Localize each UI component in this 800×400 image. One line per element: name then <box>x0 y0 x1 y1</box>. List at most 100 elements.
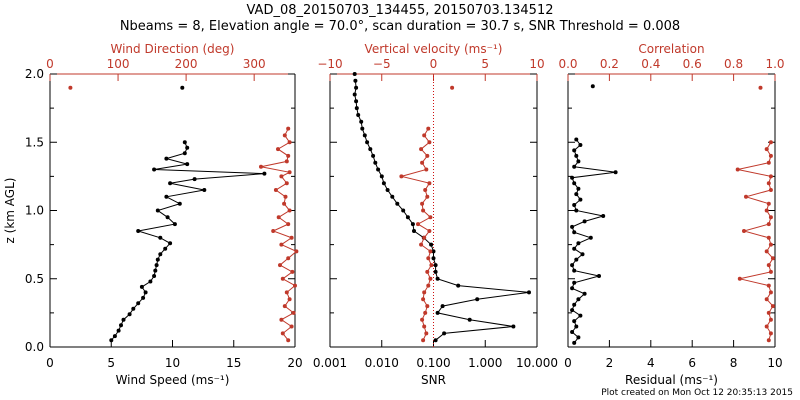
data-point <box>420 317 425 322</box>
data-point <box>368 147 373 152</box>
data-point <box>153 268 158 273</box>
data-point <box>766 283 771 288</box>
data-point <box>116 328 121 333</box>
data-point <box>768 331 773 336</box>
y-tick-label: 0.0 <box>25 340 44 354</box>
data-point <box>185 162 190 167</box>
data-point <box>768 317 773 322</box>
data-point <box>354 85 359 90</box>
data-point <box>572 230 577 235</box>
data-point <box>766 222 771 227</box>
data-point <box>131 306 136 311</box>
series-line-correlation <box>737 142 774 341</box>
data-point <box>422 290 427 295</box>
data-point <box>395 201 400 206</box>
data-point <box>427 181 432 186</box>
x-tick-label: 0.001 <box>313 356 347 370</box>
data-point <box>578 313 583 318</box>
data-point <box>475 297 480 302</box>
top-tick-label: 0 <box>46 57 54 71</box>
data-point <box>737 276 742 281</box>
series-line-wind-direction <box>260 128 298 341</box>
data-point <box>192 177 197 182</box>
data-point <box>422 133 427 138</box>
data-point <box>399 174 404 179</box>
data-point <box>423 188 428 192</box>
top-tick-label: 5 <box>481 57 489 71</box>
x-axis-label: SNR <box>421 373 446 387</box>
data-point <box>401 208 406 213</box>
data-point <box>527 290 531 295</box>
data-point <box>764 249 769 254</box>
data-point <box>768 140 773 145</box>
series-line-residual <box>571 139 616 344</box>
data-point <box>574 137 579 142</box>
data-point <box>283 194 288 199</box>
data-point <box>185 145 190 150</box>
data-point <box>365 140 370 145</box>
data-point <box>570 330 575 334</box>
x-tick-label: 1.000 <box>468 356 502 370</box>
data-point <box>424 331 429 336</box>
data-point <box>421 208 426 213</box>
data-point <box>352 72 357 76</box>
top-tick-label: 0.4 <box>641 57 660 71</box>
data-point <box>431 249 436 254</box>
data-point <box>422 235 427 240</box>
data-point <box>165 215 170 220</box>
data-point <box>424 167 429 172</box>
data-point <box>148 279 153 284</box>
data-point <box>770 304 775 309</box>
top-tick-label: 0.8 <box>724 57 743 71</box>
data-point <box>764 324 769 329</box>
data-point <box>152 274 157 278</box>
data-point <box>764 208 769 213</box>
data-point <box>574 192 579 197</box>
data-point <box>136 301 141 306</box>
data-point <box>442 331 447 336</box>
data-point <box>433 263 438 268</box>
data-point <box>582 291 587 296</box>
data-point <box>768 153 773 158</box>
data-point <box>766 235 771 240</box>
data-point <box>182 140 187 145</box>
data-point <box>121 317 126 322</box>
x-axis-label: Wind Speed (ms⁻¹) <box>116 373 230 387</box>
data-point <box>421 297 426 302</box>
data-point <box>286 153 291 158</box>
data-point <box>601 214 606 218</box>
wind-panel: 0.0 0.5 1.0 1.5 2.0 z (km AGL) 0 5 10 15 20 Wind Sp… <box>3 42 303 387</box>
data-point <box>427 229 432 233</box>
top-tick-label: 200 <box>175 57 198 71</box>
data-point <box>433 338 438 343</box>
x-tick-label: 10 <box>767 356 782 370</box>
data-point <box>423 310 428 315</box>
data-point <box>764 297 769 302</box>
title-line-1: VAD_08_20150703_134455, 20150703.134512 <box>247 3 554 18</box>
data-point <box>766 338 771 343</box>
data-point <box>429 242 434 247</box>
data-point <box>440 304 445 309</box>
top-tick-label: 0.6 <box>683 57 702 71</box>
series-line-snr <box>354 80 530 341</box>
residual-panel: 0 2 4 6 8 10 Residual (ms⁻¹) 0.0 0.2 0.4 0.6 0.8 1.0… <box>558 42 784 387</box>
data-point <box>572 340 577 345</box>
data-point <box>572 302 577 307</box>
data-point <box>431 256 436 261</box>
data-point <box>262 171 267 176</box>
data-point <box>279 317 284 322</box>
data-point <box>381 181 386 186</box>
data-point <box>155 257 160 262</box>
data-point <box>353 78 358 83</box>
data-point <box>280 331 285 336</box>
data-point <box>768 215 773 220</box>
data-point <box>578 197 583 202</box>
data-point <box>572 181 577 186</box>
footer-text: Plot created on Mon Oct 12 20:35:13 2015 <box>601 388 793 398</box>
data-point <box>286 126 291 131</box>
data-point <box>744 194 748 199</box>
data-point <box>572 246 577 251</box>
data-point <box>427 140 432 145</box>
data-point <box>376 167 381 172</box>
data-point <box>574 153 579 158</box>
